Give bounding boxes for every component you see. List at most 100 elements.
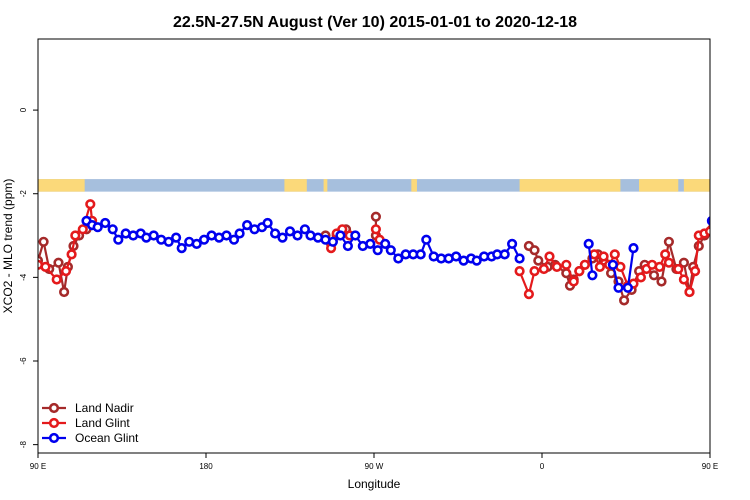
data-point xyxy=(393,253,404,264)
land-band-segment xyxy=(639,179,679,192)
data-point xyxy=(544,251,555,262)
data-point xyxy=(171,232,182,243)
data-point xyxy=(609,249,620,260)
data-point xyxy=(673,263,684,275)
data-point xyxy=(706,216,710,226)
data-point xyxy=(228,234,240,245)
data-point xyxy=(704,226,710,237)
data-point xyxy=(113,234,124,245)
legend-label: Ocean Glint xyxy=(75,431,139,445)
land-band-segment xyxy=(38,179,85,192)
data-point xyxy=(92,222,103,233)
land-band-segment xyxy=(683,179,710,192)
data-point xyxy=(727,219,735,227)
data-point xyxy=(678,257,690,268)
data-point xyxy=(594,261,606,273)
data-point xyxy=(618,295,630,306)
land-ocean-band xyxy=(38,179,710,192)
legend-marker xyxy=(48,432,60,444)
data-point xyxy=(533,255,544,266)
data-point xyxy=(60,266,72,277)
data-point xyxy=(663,236,675,247)
x-tick-label: 90 E xyxy=(702,462,718,471)
data-point xyxy=(234,228,245,239)
land-band-segment xyxy=(323,179,328,192)
data-point xyxy=(635,272,647,283)
x-axis-label: Longitude xyxy=(348,477,401,491)
data-point xyxy=(85,199,96,210)
y-tick-label: 0 xyxy=(19,107,28,112)
data-point xyxy=(221,230,232,241)
land-band-segment xyxy=(411,179,417,192)
data-point xyxy=(684,286,695,298)
data-point xyxy=(292,230,303,241)
data-point xyxy=(100,217,111,229)
data-point xyxy=(270,228,281,239)
y-axis-label: XCO2 - MLO trend (ppm) xyxy=(1,179,15,314)
y-tick-label: -2 xyxy=(19,190,28,198)
legend-marker xyxy=(48,402,60,414)
series-land-glint xyxy=(38,199,722,300)
data-point xyxy=(712,200,720,208)
data-point xyxy=(656,276,667,287)
data-point xyxy=(299,224,311,235)
data-point xyxy=(284,226,296,237)
data-point xyxy=(529,245,540,256)
data-point xyxy=(689,266,701,277)
data-point xyxy=(199,234,210,245)
data-point xyxy=(663,257,675,268)
data-point xyxy=(471,255,482,266)
x-tick-label: 180 xyxy=(199,462,213,471)
x-tick-label: 0 xyxy=(540,462,545,471)
data-point xyxy=(587,270,598,281)
data-point xyxy=(499,249,510,260)
data-point xyxy=(589,249,600,260)
data-point xyxy=(714,217,722,225)
data-point xyxy=(40,261,51,273)
legend-label: Land Glint xyxy=(75,416,130,430)
data-point xyxy=(514,266,525,277)
series-layer xyxy=(38,199,748,306)
x-axis: 90 E 180 90 W 0 90 E xyxy=(30,453,718,471)
y-tick-label: -6 xyxy=(19,357,28,365)
data-point xyxy=(523,289,535,300)
chart-title: 22.5N-27.5N August (Ver 10) 2015-01-01 t… xyxy=(173,14,577,31)
data-point xyxy=(613,282,624,293)
data-point xyxy=(740,236,748,244)
land-band-segment xyxy=(519,179,621,192)
data-point xyxy=(574,266,585,277)
y-tick-label: -4 xyxy=(19,273,28,281)
data-point xyxy=(191,238,202,249)
data-point xyxy=(372,245,383,256)
data-point xyxy=(598,251,609,262)
series-line xyxy=(587,243,594,276)
data-point xyxy=(380,238,391,249)
y-tick-label: -8 xyxy=(19,441,28,449)
data-point xyxy=(38,236,49,247)
series-ocean-glint xyxy=(81,215,748,293)
data-point xyxy=(719,223,727,231)
data-point xyxy=(678,274,690,285)
data-point xyxy=(51,274,62,285)
data-point xyxy=(538,263,550,275)
data-point xyxy=(628,243,639,254)
data-point xyxy=(583,238,594,249)
data-point xyxy=(415,249,426,260)
data-point xyxy=(622,282,634,293)
data-point xyxy=(568,276,579,287)
data-point xyxy=(66,249,77,260)
data-point xyxy=(714,221,722,229)
data-point xyxy=(350,230,361,241)
data-point xyxy=(506,238,518,249)
y-axis: 0 -2 -4 -6 -8 xyxy=(19,107,38,448)
data-point xyxy=(579,259,591,270)
legend-marker xyxy=(48,417,60,429)
data-point xyxy=(342,240,354,252)
data-point xyxy=(365,238,376,249)
data-point xyxy=(370,211,382,222)
data-point xyxy=(335,230,346,241)
data-point xyxy=(77,224,88,235)
data-point xyxy=(58,286,70,298)
